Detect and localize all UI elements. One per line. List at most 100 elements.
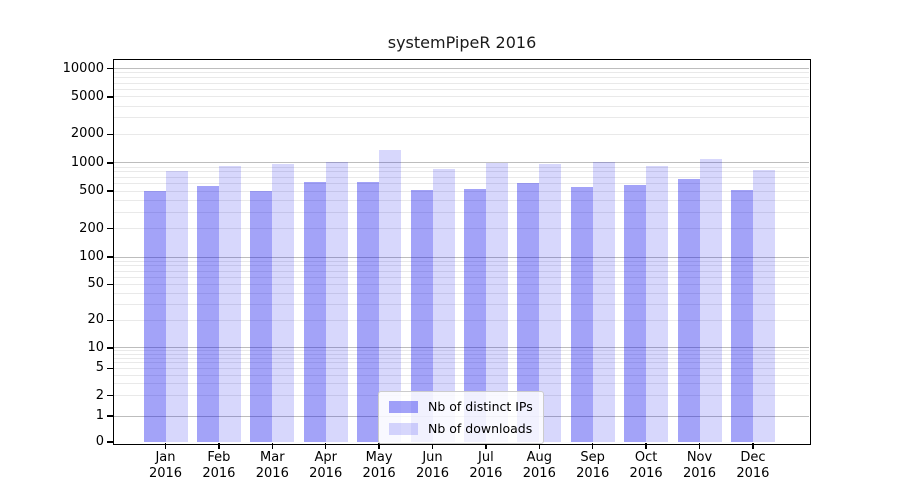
major-gridline <box>114 347 809 349</box>
x-axis-tick <box>431 442 434 449</box>
x-axis-label-line: 2016 <box>682 465 717 481</box>
y-axis-label: 20 <box>87 312 104 328</box>
minor-gridline <box>114 211 809 213</box>
x-axis-label-line: Jan <box>155 450 176 465</box>
bar-ips-1 <box>143 191 166 442</box>
x-axis-label: Jun 2016 <box>402 450 464 481</box>
bar-downloads-1 <box>165 171 188 442</box>
y-axis-label: 10 <box>87 339 104 355</box>
minor-gridline <box>114 228 809 230</box>
bar-downloads-12 <box>752 170 775 442</box>
x-axis-label-line: Jun <box>422 450 443 465</box>
bar-downloads-8 <box>539 163 562 442</box>
bar-downloads-7 <box>485 162 508 442</box>
bar-downloads-10 <box>646 166 669 442</box>
x-axis-label: Mar 2016 <box>241 450 303 481</box>
minor-gridline <box>114 77 809 79</box>
minor-gridline <box>114 105 809 107</box>
x-axis-label: Jan 2016 <box>135 450 197 481</box>
x-axis-label-line: Dec <box>740 450 766 465</box>
minor-gridline <box>114 96 809 98</box>
x-axis-label-line: 2016 <box>255 465 289 481</box>
minor-gridline <box>114 350 809 352</box>
bar-ips-11 <box>677 178 700 442</box>
y-axis-tick <box>106 256 113 258</box>
y-axis-label: 50 <box>87 276 104 292</box>
legend: Nb of distinct IPs Nb of downloads <box>378 391 544 444</box>
minor-gridline <box>114 190 809 192</box>
x-axis-tick <box>164 442 167 449</box>
x-axis-label-line: Nov <box>686 450 713 465</box>
minor-gridline <box>114 367 809 369</box>
legend-swatch-distinct-ips <box>389 400 418 413</box>
major-gridline <box>114 68 809 70</box>
x-axis-label-line: 2016 <box>736 465 770 481</box>
y-axis-tick <box>106 190 113 192</box>
minor-gridline <box>114 374 809 376</box>
x-axis-label: Apr 2016 <box>295 450 357 481</box>
x-axis-label-line: Feb <box>207 450 231 465</box>
chart-title: systemPipeR 2016 <box>387 33 537 52</box>
minor-gridline <box>114 133 809 135</box>
x-axis-label-line: 2016 <box>202 465 236 481</box>
y-axis-label: 200 <box>79 220 104 236</box>
x-axis-label-line: 2016 <box>309 465 343 481</box>
minor-gridline <box>114 176 809 178</box>
minor-gridline <box>114 166 809 168</box>
minor-gridline <box>114 353 809 355</box>
bar-ips-8 <box>517 183 540 442</box>
legend-entry-downloads: Nb of downloads <box>389 420 533 437</box>
minor-gridline <box>114 357 809 359</box>
y-axis-tick <box>106 96 113 98</box>
y-axis-tick <box>106 227 113 230</box>
x-axis-label-line: 2016 <box>415 465 450 481</box>
legend-label-distinct-ips: Nb of distinct IPs <box>428 399 533 414</box>
x-axis-label-line: Apr <box>314 450 337 465</box>
y-axis-label: 1 <box>95 408 104 424</box>
x-axis-label: Sep 2016 <box>562 450 624 481</box>
bar-downloads-11 <box>699 158 722 442</box>
minor-gridline <box>114 265 809 267</box>
x-axis-label-line: Aug <box>526 450 552 465</box>
bar-ips-4 <box>303 182 326 442</box>
bar-ips-9 <box>570 186 593 442</box>
y-axis-label: 2 <box>95 387 104 403</box>
y-axis-label: 2000 <box>70 126 104 142</box>
minor-gridline <box>114 82 809 84</box>
x-axis-tick <box>645 442 647 449</box>
x-axis-label-line: Sep <box>580 450 605 465</box>
x-axis-tick <box>378 442 380 449</box>
x-axis-tick <box>324 442 327 449</box>
x-axis-tick <box>591 442 594 449</box>
bar-ips-6 <box>410 189 433 442</box>
x-axis-label-line: 2016 <box>148 465 183 481</box>
bar-downloads-3 <box>272 164 295 442</box>
major-gridline <box>114 256 809 258</box>
x-axis-label: Nov 2016 <box>669 450 731 481</box>
x-axis-label-line: 2016 <box>522 465 556 481</box>
x-axis-label: Oct 2016 <box>615 450 677 481</box>
legend-label-downloads: Nb of downloads <box>428 421 533 436</box>
bar-ips-3 <box>250 191 273 442</box>
y-axis-label: 1000 <box>70 154 104 170</box>
minor-gridline <box>114 117 809 119</box>
y-axis-tick <box>106 441 113 443</box>
y-axis-label: 100 <box>79 249 104 264</box>
bar-downloads-6 <box>432 169 455 442</box>
y-axis-tick <box>106 67 113 70</box>
x-axis-tick <box>698 442 701 449</box>
x-axis-label-line: May <box>365 450 393 465</box>
bar-ips-5 <box>357 182 380 442</box>
bar-ips-2 <box>196 186 219 442</box>
x-axis-label-line: 2016 <box>629 465 663 481</box>
x-axis-label: Aug 2016 <box>508 450 570 481</box>
bar-downloads-5 <box>379 150 402 442</box>
x-axis-label: May 2016 <box>348 450 410 481</box>
y-axis-label: 500 <box>79 183 104 199</box>
y-axis-tick <box>106 347 113 349</box>
y-axis-tick <box>106 319 113 322</box>
bar-ips-7 <box>463 188 486 442</box>
minor-gridline <box>114 303 809 305</box>
x-axis-label: Dec 2016 <box>722 450 784 481</box>
